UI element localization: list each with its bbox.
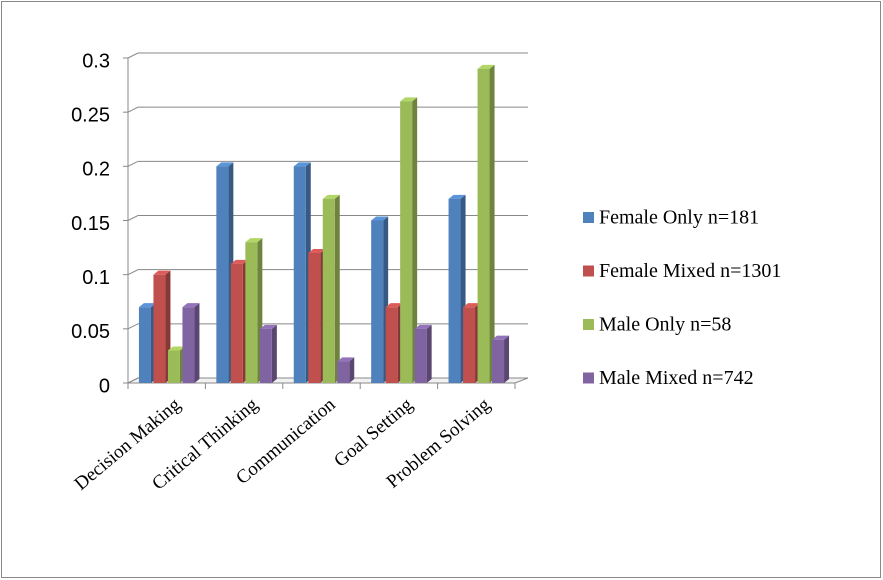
bar <box>216 166 229 383</box>
bar <box>477 68 490 383</box>
grid-line <box>127 215 528 221</box>
bar <box>167 350 180 383</box>
bar-top <box>308 249 326 253</box>
bar <box>414 328 427 383</box>
bar-top <box>477 64 495 69</box>
legend-swatch <box>583 212 594 223</box>
y-tick-label: 0 <box>99 375 110 397</box>
bar <box>245 242 258 383</box>
y-tick-label: 0.05 <box>71 321 110 343</box>
bar-top <box>463 303 481 308</box>
bar-top <box>293 162 311 167</box>
bar <box>293 166 306 383</box>
bar <box>400 101 413 383</box>
legend-label: Male Mixed n=742 <box>599 367 754 389</box>
bar <box>492 339 505 383</box>
legend-swatch <box>583 372 594 384</box>
bar-top <box>385 303 403 308</box>
bar <box>337 361 350 383</box>
y-tick-label: 0.15 <box>71 213 110 235</box>
y-tick-label: 0.2 <box>82 159 110 181</box>
bar-top <box>182 303 200 308</box>
bar-top <box>230 259 248 264</box>
bar-top <box>153 270 171 275</box>
bar <box>322 198 335 383</box>
bar <box>308 253 321 383</box>
bar <box>463 307 476 383</box>
bar-side <box>426 324 432 383</box>
legend-label: Female Only n=181 <box>599 207 759 229</box>
bar-top <box>492 335 510 340</box>
y-tick-label: 0.25 <box>71 104 110 126</box>
bar <box>448 198 461 383</box>
grid-line <box>127 269 528 276</box>
legend-label: Male Only n=58 <box>599 314 731 336</box>
bar-top <box>138 303 156 308</box>
bar <box>138 307 151 383</box>
bar-top <box>259 324 277 329</box>
bar <box>385 307 398 383</box>
bar-top <box>337 357 355 362</box>
grid-line <box>127 160 528 167</box>
y-tick-label: 0.3 <box>82 50 110 72</box>
bar-side <box>489 64 495 383</box>
bar-side <box>194 303 200 383</box>
legend-label: Female Mixed n=1301 <box>599 260 781 282</box>
bar-top <box>400 97 418 102</box>
y-tick-label: 0.1 <box>82 267 110 289</box>
bar-side <box>271 324 277 383</box>
bar-side <box>334 194 340 383</box>
bar-top <box>414 324 432 329</box>
bar <box>371 220 384 383</box>
bar-side <box>504 335 510 383</box>
bar-top <box>167 346 185 351</box>
bar-top <box>371 216 389 221</box>
bar <box>153 274 166 383</box>
legend-swatch <box>583 265 594 277</box>
bar-top <box>448 194 466 199</box>
bar-top <box>322 194 340 199</box>
bar <box>182 307 195 383</box>
bar-top <box>245 238 263 243</box>
legend-swatch <box>583 319 594 330</box>
bar <box>259 328 272 383</box>
grid-line <box>127 106 528 113</box>
bar-side <box>412 97 418 383</box>
bar-side <box>349 357 355 383</box>
bar <box>230 263 243 383</box>
grid-line <box>127 52 528 59</box>
bar-top <box>216 162 234 167</box>
